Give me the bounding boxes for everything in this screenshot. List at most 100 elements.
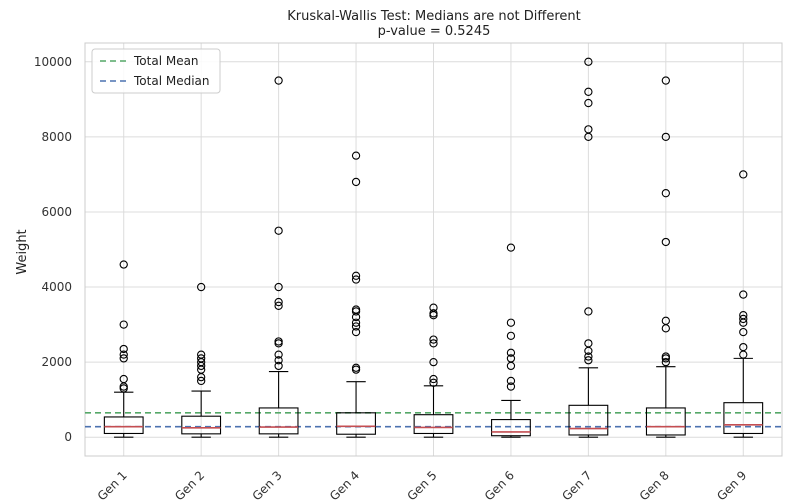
outlier-point xyxy=(506,318,516,327)
outlier-point xyxy=(739,170,748,179)
x-tick-label: Gen 7 xyxy=(559,468,594,503)
outlier-point xyxy=(274,356,283,365)
box-group xyxy=(568,57,609,438)
outlier-point xyxy=(739,311,748,320)
outlier-point xyxy=(506,382,516,391)
outlier-point xyxy=(197,350,206,359)
outlier-point xyxy=(274,76,283,85)
box xyxy=(103,416,144,435)
box xyxy=(258,407,299,435)
chart-title: Kruskal-Wallis Test: Medians are not Dif… xyxy=(287,9,581,24)
outlier-point xyxy=(351,177,361,187)
x-tick-label: Gen 1 xyxy=(95,468,130,503)
y-tick-label: 0 xyxy=(64,430,72,444)
box-group xyxy=(413,303,454,438)
chart-subtitle: p-value = 0.5245 xyxy=(378,24,491,39)
outlier-point xyxy=(506,243,516,252)
y-axis-label: Weight xyxy=(15,229,30,274)
plot-area: 0 2000 4000 6000 8000 10000 Gen 1 Gen 2 Gen 3 Gen… xyxy=(34,42,783,503)
outlier-point xyxy=(119,320,128,329)
outlier-point xyxy=(506,376,516,386)
outlier-point xyxy=(429,303,438,312)
outlier-point xyxy=(584,87,593,96)
outlier-point xyxy=(429,335,438,344)
box-group xyxy=(491,243,531,438)
outlier-point xyxy=(274,337,283,346)
y-tick-label: 10000 xyxy=(34,55,72,69)
outlier-point xyxy=(506,348,516,357)
box-group xyxy=(103,260,144,438)
box xyxy=(568,404,609,436)
plot-frame xyxy=(84,42,783,457)
outlier-point xyxy=(119,350,128,359)
outlier-point xyxy=(119,354,128,363)
outlier-point xyxy=(661,76,670,85)
outlier-point xyxy=(584,352,593,361)
outlier-point xyxy=(584,57,593,66)
outlier-point xyxy=(274,301,283,310)
outlier-point xyxy=(739,342,748,352)
outlier-point xyxy=(197,354,206,363)
outlier-point xyxy=(351,151,361,160)
box xyxy=(336,412,376,435)
box-group xyxy=(258,76,299,438)
y-tick-label: 2000 xyxy=(41,355,72,369)
box-group xyxy=(181,282,222,438)
outlier-point xyxy=(584,98,593,108)
outlier-point xyxy=(661,132,670,142)
y-tick-label: 6000 xyxy=(41,205,72,219)
outlier-point xyxy=(351,322,361,331)
outlier-point xyxy=(506,354,516,363)
outlier-point xyxy=(661,316,670,325)
outlier-point xyxy=(351,271,361,280)
outlier-point xyxy=(584,125,593,134)
outlier-point xyxy=(429,309,438,318)
box-group xyxy=(336,151,376,438)
outlier-point xyxy=(351,363,361,372)
box-group xyxy=(723,170,764,438)
outlier-point xyxy=(274,226,283,235)
box xyxy=(491,419,531,437)
outlier-point xyxy=(661,189,670,198)
box xyxy=(723,402,764,435)
legend-label: Total Median xyxy=(133,74,210,88)
outlier-point xyxy=(197,282,206,292)
outlier-point xyxy=(584,307,593,316)
x-tick-label: Gen 4 xyxy=(327,468,362,503)
legend-label: Total Mean xyxy=(133,54,199,68)
x-tick-label: Gen 2 xyxy=(172,468,207,503)
box xyxy=(181,415,222,435)
x-tick-label: Gen 3 xyxy=(250,468,285,503)
outlier-point xyxy=(274,350,283,359)
outlier-point xyxy=(661,352,670,361)
outlier-point xyxy=(584,356,593,365)
outlier-point xyxy=(119,260,128,269)
outlier-point xyxy=(429,374,438,384)
outlier-point xyxy=(274,361,283,371)
x-tick-label: Gen 6 xyxy=(482,468,517,503)
outlier-point xyxy=(351,327,361,337)
outlier-point xyxy=(197,376,206,386)
outlier-point xyxy=(739,314,748,324)
outlier-point xyxy=(661,237,670,247)
x-tick-label: Gen 5 xyxy=(404,468,439,503)
outlier-point xyxy=(429,378,438,387)
outlier-point xyxy=(119,344,128,354)
outlier-point xyxy=(351,318,361,327)
legend-box xyxy=(91,48,221,94)
outlier-point xyxy=(739,290,748,299)
outlier-point xyxy=(584,339,593,348)
outlier-point xyxy=(274,282,283,292)
outlier-point xyxy=(661,357,670,367)
outlier-point xyxy=(351,305,361,314)
x-tick-label: Gen 9 xyxy=(714,468,749,503)
x-tick-label: Gen 8 xyxy=(637,468,672,503)
outlier-point xyxy=(351,275,361,284)
y-tick-label: 8000 xyxy=(41,130,72,144)
outlier-point xyxy=(119,374,128,384)
outlier-point xyxy=(739,327,748,337)
box-group xyxy=(645,76,686,438)
y-tick-label: 4000 xyxy=(41,280,72,294)
box xyxy=(645,407,686,436)
